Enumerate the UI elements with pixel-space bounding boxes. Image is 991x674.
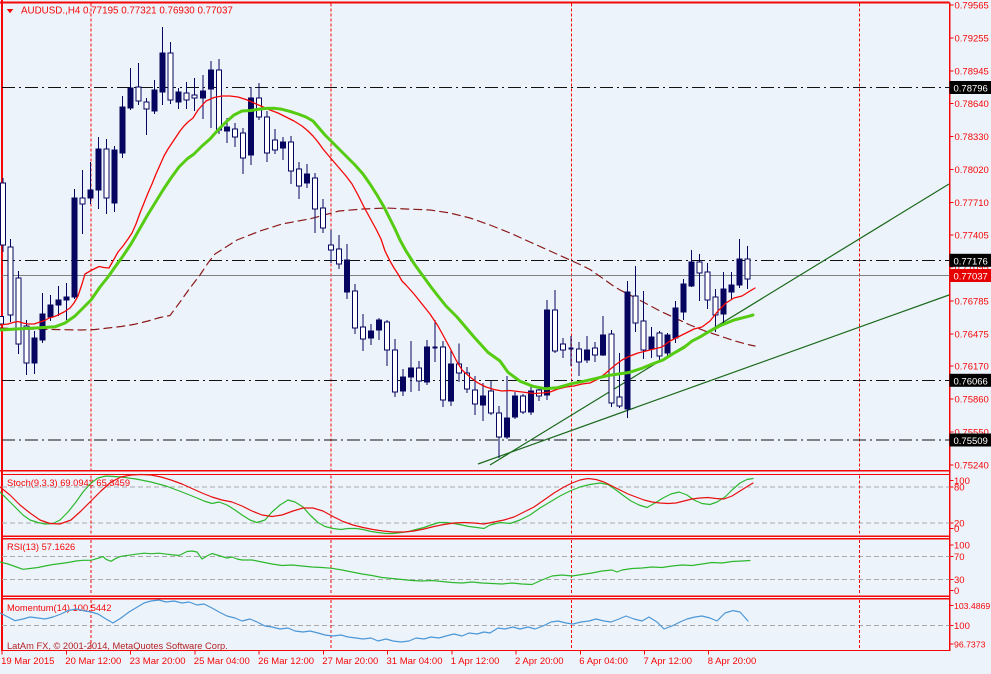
svg-text:100: 100 <box>954 541 970 552</box>
svg-text:0.77405: 0.77405 <box>955 230 989 241</box>
svg-text:0.75860: 0.75860 <box>955 395 989 406</box>
svg-text:0.75509: 0.75509 <box>954 436 988 447</box>
svg-text:8 Apr 20:00: 8 Apr 20:00 <box>708 656 757 667</box>
svg-text:100: 100 <box>954 621 970 632</box>
svg-text:0.79255: 0.79255 <box>955 34 989 45</box>
svg-text:0.78945: 0.78945 <box>955 67 989 78</box>
svg-text:0.76475: 0.76475 <box>955 329 989 340</box>
svg-text:0.77037: 0.77037 <box>954 272 988 283</box>
svg-text:AUDUSD.,H4 0.77195 0.77321 0.: AUDUSD.,H4 0.77195 0.77321 0.76930 0.770… <box>21 6 233 17</box>
svg-text:23 Mar 20:00: 23 Mar 20:00 <box>130 656 186 667</box>
svg-text:RSI(13) 57.1626: RSI(13) 57.1626 <box>7 542 75 552</box>
svg-text:Stoch(9,3,3) 69.0942 65.3459: Stoch(9,3,3) 69.0942 65.3459 <box>7 478 130 488</box>
svg-text:0.76785: 0.76785 <box>955 296 989 307</box>
svg-text:2 Apr 20:00: 2 Apr 20:00 <box>515 656 564 667</box>
svg-text:0.78020: 0.78020 <box>955 165 989 176</box>
svg-text:80: 80 <box>954 483 965 494</box>
svg-text:0.77176: 0.77176 <box>954 256 988 267</box>
svg-text:0.76170: 0.76170 <box>955 362 989 373</box>
svg-text:7 Apr 12:00: 7 Apr 12:00 <box>644 656 693 667</box>
svg-text:1 Apr 12:00: 1 Apr 12:00 <box>451 656 500 667</box>
svg-text:96.7373: 96.7373 <box>954 639 986 649</box>
svg-text:25 Mar 04:00: 25 Mar 04:00 <box>194 656 250 667</box>
svg-text:0.76066: 0.76066 <box>954 376 988 387</box>
svg-text:20 Mar 12:00: 20 Mar 12:00 <box>65 656 121 667</box>
svg-text:0: 0 <box>954 586 959 597</box>
svg-text:0.78640: 0.78640 <box>955 99 989 110</box>
svg-text:70: 70 <box>954 552 965 563</box>
svg-text:31 Mar 04:00: 31 Mar 04:00 <box>387 656 443 667</box>
svg-text:6 Apr 04:00: 6 Apr 04:00 <box>579 656 628 667</box>
svg-text:19 Mar 2015: 19 Mar 2015 <box>1 656 54 667</box>
svg-text:0: 0 <box>954 524 959 535</box>
svg-text:0.79565: 0.79565 <box>955 1 989 12</box>
svg-text:Momentum(14) 100.5442: Momentum(14) 100.5442 <box>7 603 111 613</box>
svg-text:0.78796: 0.78796 <box>954 84 988 95</box>
svg-text:30: 30 <box>954 575 965 586</box>
svg-text:LatAm FX, © 2001-2014, MetaQuo: LatAm FX, © 2001-2014, MetaQuotes Softwa… <box>7 641 228 651</box>
svg-text:27 Mar 20:00: 27 Mar 20:00 <box>322 656 378 667</box>
svg-text:0.75240: 0.75240 <box>955 461 989 472</box>
svg-text:0.78330: 0.78330 <box>955 132 989 143</box>
svg-text:26 Mar 12:00: 26 Mar 12:00 <box>258 656 314 667</box>
svg-text:103.4869: 103.4869 <box>954 601 990 611</box>
svg-text:0.77710: 0.77710 <box>955 198 989 209</box>
